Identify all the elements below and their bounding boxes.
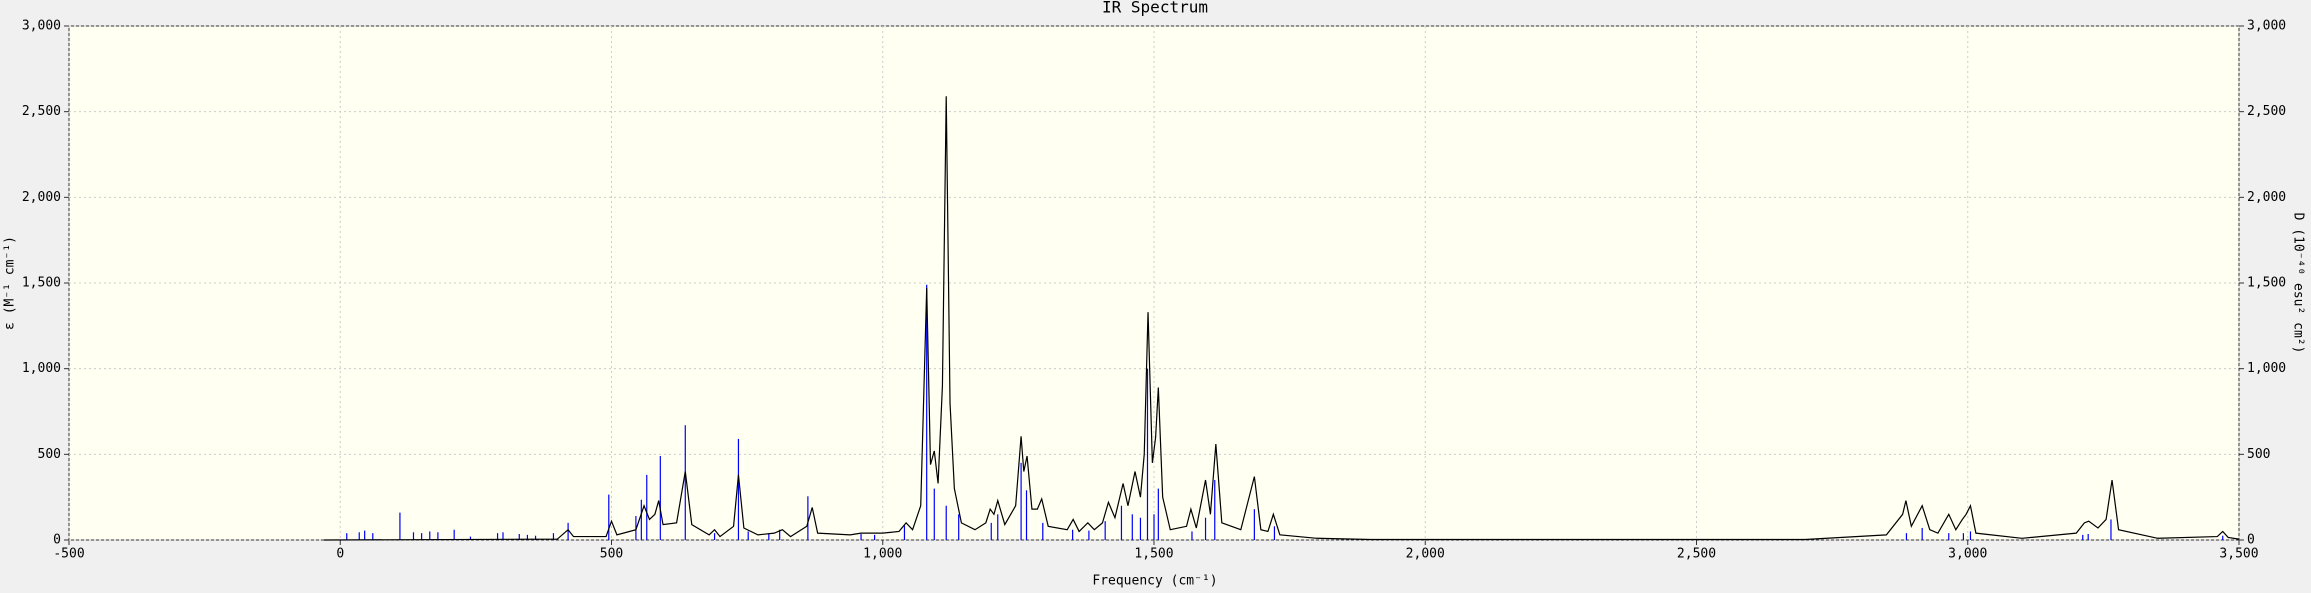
y2-tick-label: 500 xyxy=(2247,447,2270,462)
y-tick-label: 2,500 xyxy=(22,104,61,119)
x-tick-label: 3,500 xyxy=(2219,547,2258,562)
y-axis-label: ε (M⁻¹ cm⁻¹) xyxy=(3,236,18,330)
y2-tick-label: 0 xyxy=(2247,533,2255,548)
y2-tick-label: 1,500 xyxy=(2247,276,2286,291)
x-tick-label: -500 xyxy=(53,547,84,562)
y2-tick-label: 1,000 xyxy=(2247,361,2286,376)
y-tick-label: 1,000 xyxy=(22,361,61,376)
x-tick-label: 1,000 xyxy=(863,547,902,562)
x-tick-label: 1,500 xyxy=(1134,547,1173,562)
x-tick-label: 2,000 xyxy=(1406,547,1445,562)
y-tick-label: 2,000 xyxy=(22,190,61,205)
y2-tick-label: 3,000 xyxy=(2247,19,2286,34)
y2-tick-label: 2,500 xyxy=(2247,104,2286,119)
y-tick-label: 500 xyxy=(38,447,61,462)
x-axis-label: Frequency (cm⁻¹) xyxy=(1092,574,1217,589)
y2-axis-label: D (10⁻⁴⁰ esu² cm²) xyxy=(2291,213,2306,354)
x-tick-label: 500 xyxy=(600,547,623,562)
y-tick-label: 3,000 xyxy=(22,19,61,34)
y-tick-label: 1,500 xyxy=(22,276,61,291)
spectrum-line xyxy=(323,96,2240,541)
y2-tick-label: 2,000 xyxy=(2247,190,2286,205)
y-tick-label: 0 xyxy=(53,533,61,548)
x-tick-label: 3,000 xyxy=(1948,547,1987,562)
chart-title: IR Spectrum xyxy=(1102,0,1208,17)
x-tick-label: 0 xyxy=(336,547,344,562)
x-tick-label: 2,500 xyxy=(1677,547,1716,562)
